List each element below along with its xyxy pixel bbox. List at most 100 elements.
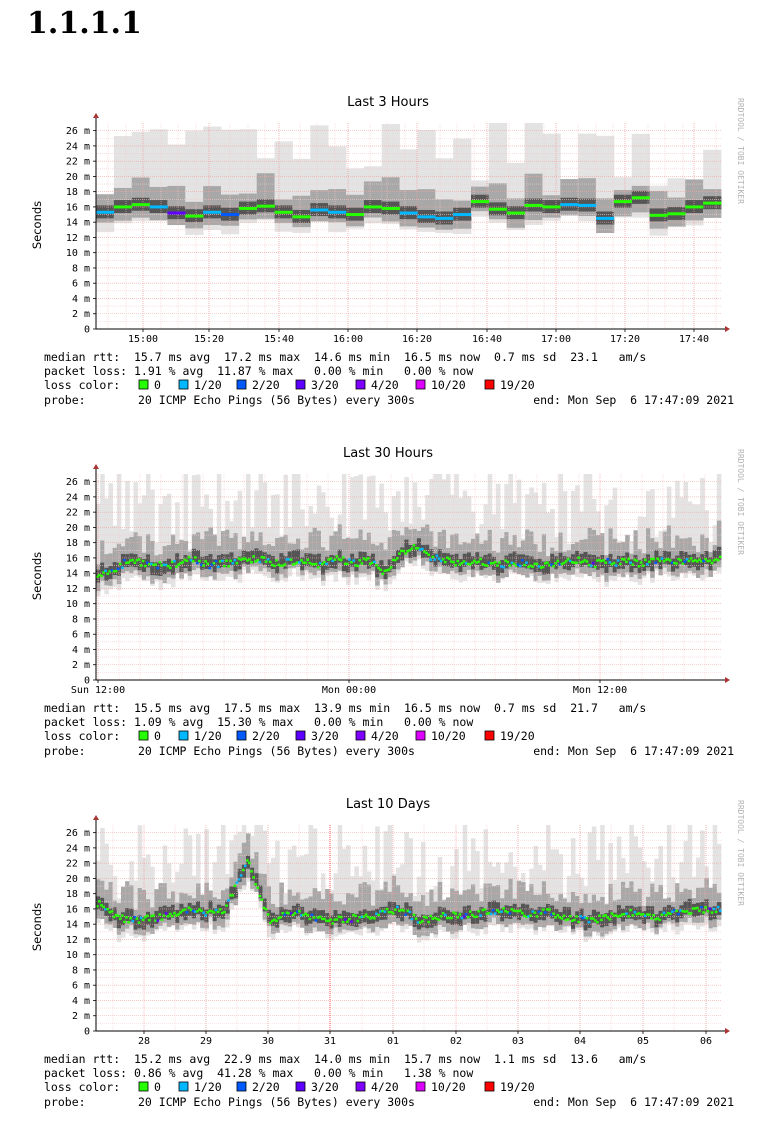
median-rtt-mark (118, 917, 122, 920)
smoke-band-middle (212, 534, 218, 580)
smoke-band-outer (304, 854, 309, 936)
median-rtt-mark (114, 569, 118, 573)
median-rtt-mark (575, 561, 578, 564)
smoke-band-inner (237, 556, 243, 570)
smoke-band-inner (496, 562, 501, 576)
y-tick-label: 22 m (66, 859, 90, 870)
median-rtt-mark (500, 910, 503, 913)
median-rtt-mark (218, 908, 222, 911)
median-rtt-mark (625, 560, 628, 564)
median-rtt-mark (308, 917, 312, 921)
smoke-band-middle (387, 537, 393, 578)
median-rtt-mark (275, 919, 278, 923)
smoke-band-outer (300, 855, 305, 928)
y-tick-label: 22 m (66, 508, 90, 519)
median-rtt-mark (168, 912, 172, 916)
smoke-band-middle (162, 883, 168, 923)
median-rtt-mark (400, 908, 403, 912)
median-rtt-mark (149, 205, 168, 209)
smoke-band-outer (666, 825, 672, 924)
median-rtt-mark (421, 547, 424, 551)
median-rtt-mark (189, 908, 193, 912)
loss-color-swatch (295, 1081, 306, 1092)
smoke-band-outer (641, 516, 647, 579)
median-rtt-mark (292, 215, 311, 219)
median-rtt-mark (248, 861, 251, 865)
median-rtt-mark (527, 565, 530, 569)
median-rtt-mark (231, 562, 235, 565)
smoke-band-inner (516, 907, 522, 921)
smoke-band-inner (508, 553, 514, 567)
median-rtt-mark (441, 911, 445, 915)
smoke-band-inner (437, 906, 443, 920)
median-rtt-mark (106, 572, 110, 575)
smoke-band-inner (641, 911, 647, 925)
x-tick-label: 29 (200, 1036, 212, 1047)
loss-color-swatch (355, 730, 366, 741)
smoke-band-middle (100, 540, 105, 582)
smoke-band-inner (241, 864, 247, 878)
median-rtt-mark (200, 909, 203, 913)
smoke-band-middle (516, 880, 522, 924)
median-rtt-mark (529, 564, 533, 568)
smoke-band-middle (133, 532, 139, 571)
smoke-band-middle (171, 534, 176, 579)
smoke-band-outer (258, 825, 264, 908)
median-rtt-mark (296, 910, 299, 913)
median-rtt-mark (396, 557, 399, 560)
median-rtt-mark (535, 915, 539, 918)
median-rtt-mark (239, 558, 243, 561)
median-rtt-mark (702, 911, 705, 914)
median-rtt-mark (323, 917, 326, 921)
median-rtt-mark (393, 908, 397, 911)
median-rtt-mark (221, 911, 224, 915)
median-rtt-mark (256, 886, 260, 889)
median-rtt-series (96, 859, 722, 925)
median-rtt-mark (610, 912, 614, 915)
smoke-band-inner (271, 556, 276, 569)
median-rtt-mark (667, 212, 686, 216)
median-rtt-mark (391, 912, 395, 915)
median-rtt-mark (264, 560, 268, 563)
median-rtt-mark (510, 908, 514, 911)
median-rtt-mark (702, 559, 705, 563)
smoke-band-outer (125, 480, 130, 582)
median-rtt-mark (437, 557, 441, 560)
median-rtt-mark (306, 914, 310, 917)
median-rtt-mark (500, 565, 503, 568)
median-rtt-mark (496, 909, 499, 912)
median-rtt-mark (191, 560, 195, 563)
median-rtt-mark (612, 914, 616, 917)
smoke-band-middle (629, 881, 634, 924)
median-rtt-mark (514, 909, 518, 913)
median-rtt-mark (418, 548, 422, 551)
median-rtt-mark (187, 556, 191, 559)
smoke-band-middle (454, 890, 459, 933)
median-rtt-mark (539, 566, 543, 569)
median-rtt-mark (689, 557, 693, 560)
x-tick-label: 28 (138, 1036, 150, 1047)
smoke-band-inner (208, 554, 214, 568)
median-rtt-mark (614, 564, 618, 567)
median-rtt-mark (121, 566, 124, 569)
median-rtt-mark (446, 556, 449, 559)
median-rtt-mark (633, 558, 637, 562)
median-rtt-mark (654, 561, 658, 565)
median-rtt-mark (704, 906, 708, 909)
smoke-band-inner (321, 561, 326, 575)
y-tick-label: 2 m (72, 1011, 90, 1022)
y-tick-label: 10 m (66, 248, 90, 259)
smoke-band-inner (483, 908, 489, 922)
median-rtt-mark (379, 568, 383, 571)
smoke-band-outer (487, 474, 493, 577)
median-rtt-mark (639, 913, 643, 916)
median-rtt-mark (462, 560, 466, 563)
smoke-band-outer (612, 487, 618, 581)
smoke-band-inner (279, 553, 284, 567)
y-tick-label: 16 m (66, 904, 90, 915)
median-rtt-mark (429, 914, 433, 918)
median-rtt-mark (681, 909, 685, 913)
y-tick-label: 2 m (72, 309, 90, 320)
median-rtt-mark (131, 203, 150, 207)
median-rtt-mark (289, 558, 293, 561)
